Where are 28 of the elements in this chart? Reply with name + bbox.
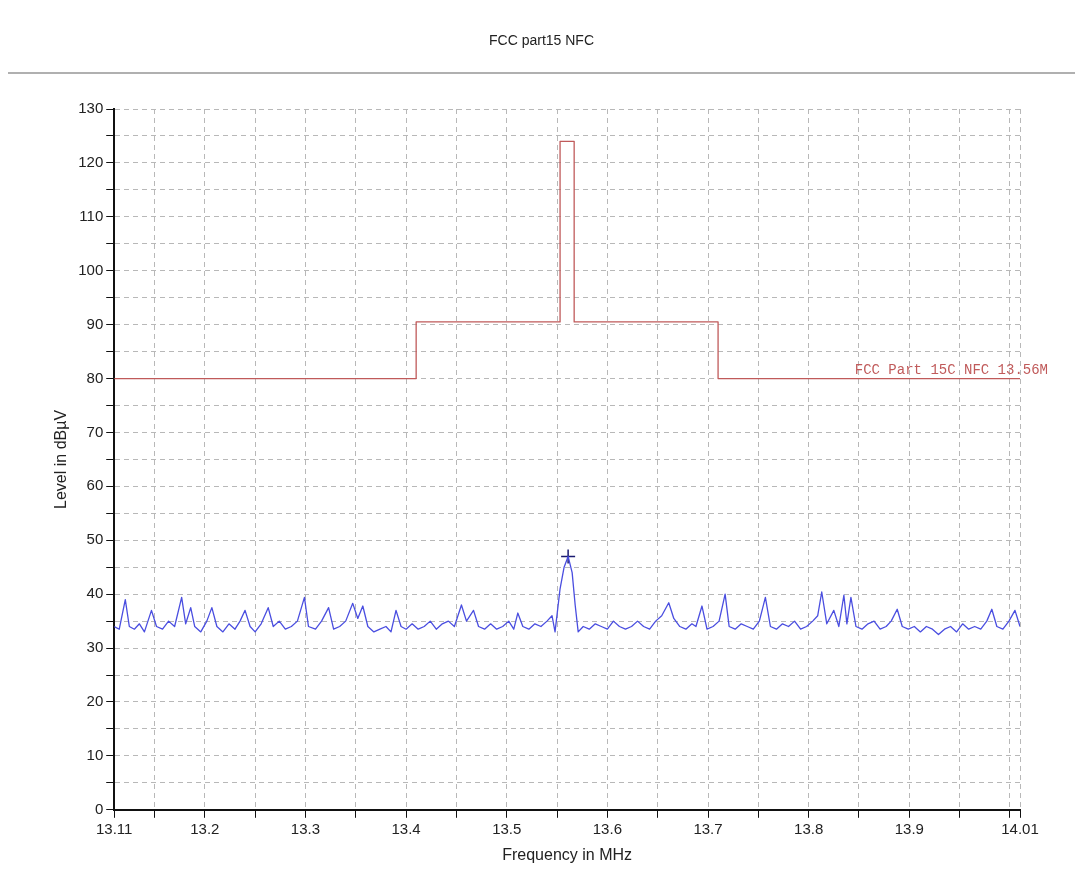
y-tick-label: 70 [86, 422, 104, 440]
x-tick-label: 14.01 [1001, 819, 1039, 837]
y-tick-label: 20 [86, 692, 104, 710]
y-tick-label: 100 [78, 260, 104, 278]
series-label: FCC Part 15C NFC 13.56M [854, 362, 1048, 379]
y-tick-label: 30 [86, 638, 104, 656]
x-tick-label: 13.9 [894, 819, 924, 837]
y-tick-label: 80 [86, 368, 104, 386]
x-tick-label: 13.3 [290, 819, 321, 837]
y-tick-label: 130 [78, 99, 104, 117]
x-tick-label: 13.2 [190, 819, 220, 837]
y-tick-label: 120 [78, 153, 104, 171]
x-tick-label: 13.6 [592, 819, 622, 837]
x-tick-label: 13.8 [794, 819, 824, 837]
x-tick-label: 13.7 [693, 819, 723, 837]
chart-title: FCC part15 NFC [488, 31, 595, 50]
y-axis-title: Level in dBµV [52, 409, 70, 509]
y-tick-label: 0 [94, 799, 104, 817]
y-tick-label: 60 [86, 476, 104, 494]
x-axis-title: Frequency in MHz [502, 845, 633, 863]
y-tick-label: 50 [86, 530, 104, 548]
y-tick-label: 40 [86, 584, 104, 602]
x-tick-label: 13.5 [492, 819, 522, 837]
y-tick-label: 90 [86, 314, 104, 332]
x-tick-label: 13.11 [96, 819, 133, 837]
y-tick-label: 110 [79, 206, 104, 224]
y-tick-label: 10 [86, 746, 104, 764]
x-tick-label: 13.4 [391, 819, 421, 837]
